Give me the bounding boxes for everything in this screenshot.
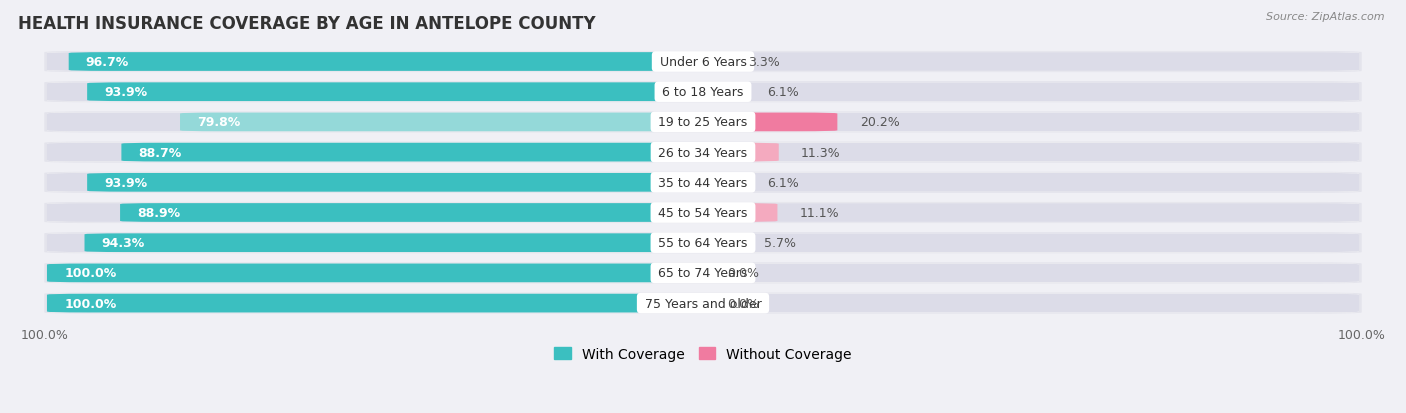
Text: 19 to 25 Years: 19 to 25 Years [654,116,752,129]
FancyBboxPatch shape [706,264,1360,282]
FancyBboxPatch shape [45,233,1361,254]
FancyBboxPatch shape [46,113,700,132]
FancyBboxPatch shape [46,113,1360,132]
Text: 94.3%: 94.3% [101,237,145,249]
FancyBboxPatch shape [686,53,745,72]
Text: 65 to 74 Years: 65 to 74 Years [654,267,752,280]
FancyBboxPatch shape [46,173,700,192]
FancyBboxPatch shape [45,172,1361,193]
FancyBboxPatch shape [703,234,745,252]
FancyBboxPatch shape [46,173,1360,192]
FancyBboxPatch shape [706,143,779,162]
Text: 100.0%: 100.0% [65,297,117,310]
FancyBboxPatch shape [46,83,700,102]
Text: 79.8%: 79.8% [197,116,240,129]
Text: 26 to 34 Years: 26 to 34 Years [654,146,752,159]
FancyBboxPatch shape [121,143,700,162]
Text: 96.7%: 96.7% [86,56,129,69]
FancyBboxPatch shape [706,53,1360,72]
FancyBboxPatch shape [180,113,700,132]
FancyBboxPatch shape [87,173,700,192]
FancyBboxPatch shape [46,53,1360,72]
Text: 0.0%: 0.0% [727,297,759,310]
Text: 11.3%: 11.3% [801,146,841,159]
FancyBboxPatch shape [46,294,700,313]
FancyBboxPatch shape [706,173,1360,192]
FancyBboxPatch shape [46,264,700,282]
FancyBboxPatch shape [87,83,700,102]
FancyBboxPatch shape [84,234,700,252]
FancyBboxPatch shape [706,204,778,222]
Text: 6.1%: 6.1% [766,86,799,99]
FancyBboxPatch shape [706,294,1360,313]
Text: 45 to 54 Years: 45 to 54 Years [654,206,752,219]
Text: 93.9%: 93.9% [104,176,148,189]
FancyBboxPatch shape [706,113,838,132]
FancyBboxPatch shape [706,234,1360,252]
Text: Under 6 Years: Under 6 Years [655,56,751,69]
FancyBboxPatch shape [46,83,1360,102]
Text: Source: ZipAtlas.com: Source: ZipAtlas.com [1267,12,1385,22]
FancyBboxPatch shape [46,203,1360,223]
FancyBboxPatch shape [46,53,700,72]
Text: 20.2%: 20.2% [859,116,900,129]
Text: 55 to 64 Years: 55 to 64 Years [654,237,752,249]
FancyBboxPatch shape [45,82,1361,103]
Text: 11.1%: 11.1% [800,206,839,219]
Text: 88.7%: 88.7% [139,146,181,159]
FancyBboxPatch shape [706,204,1360,222]
FancyBboxPatch shape [46,294,700,313]
Text: 35 to 44 Years: 35 to 44 Years [654,176,752,189]
FancyBboxPatch shape [46,233,1360,253]
FancyBboxPatch shape [46,263,1360,283]
FancyBboxPatch shape [46,234,700,252]
Text: 0.0%: 0.0% [727,267,759,280]
FancyBboxPatch shape [45,142,1361,163]
FancyBboxPatch shape [69,53,700,72]
Text: HEALTH INSURANCE COVERAGE BY AGE IN ANTELOPE COUNTY: HEALTH INSURANCE COVERAGE BY AGE IN ANTE… [18,15,596,33]
FancyBboxPatch shape [120,204,700,222]
FancyBboxPatch shape [45,52,1361,73]
Text: 5.7%: 5.7% [765,237,796,249]
FancyBboxPatch shape [706,143,1360,162]
Text: 100.0%: 100.0% [65,267,117,280]
FancyBboxPatch shape [704,173,745,192]
Text: 6 to 18 Years: 6 to 18 Years [658,86,748,99]
Text: 93.9%: 93.9% [104,86,148,99]
FancyBboxPatch shape [46,204,700,222]
FancyBboxPatch shape [45,202,1361,223]
FancyBboxPatch shape [46,143,700,162]
FancyBboxPatch shape [706,113,1360,132]
FancyBboxPatch shape [46,264,700,282]
Legend: With Coverage, Without Coverage: With Coverage, Without Coverage [548,342,858,366]
FancyBboxPatch shape [46,294,1360,313]
FancyBboxPatch shape [45,263,1361,284]
FancyBboxPatch shape [706,83,1360,102]
Text: 6.1%: 6.1% [766,176,799,189]
FancyBboxPatch shape [45,293,1361,314]
FancyBboxPatch shape [45,112,1361,133]
Text: 3.3%: 3.3% [748,56,780,69]
FancyBboxPatch shape [46,143,1360,162]
Text: 88.9%: 88.9% [138,206,180,219]
Text: 75 Years and older: 75 Years and older [641,297,765,310]
FancyBboxPatch shape [704,83,745,102]
